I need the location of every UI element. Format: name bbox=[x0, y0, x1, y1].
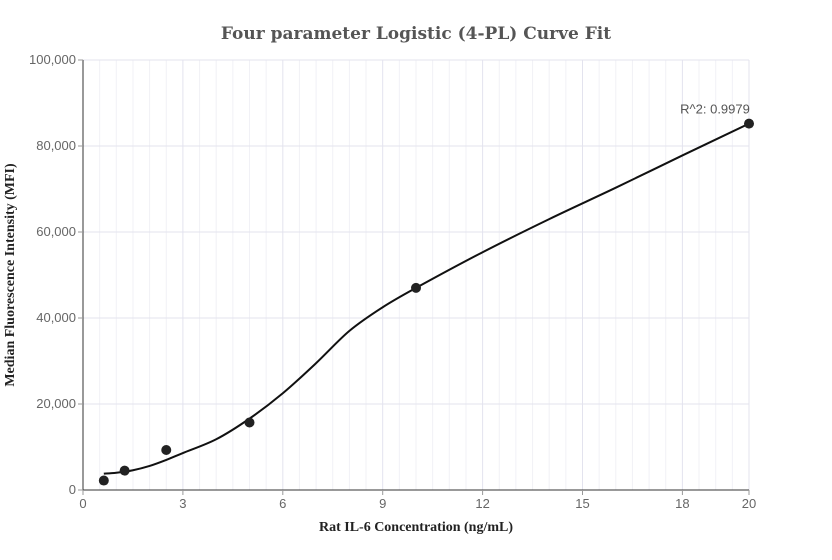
x-tick-label: 20 bbox=[742, 496, 756, 511]
x-tick-label: 3 bbox=[179, 496, 186, 511]
grid bbox=[83, 59, 750, 490]
x-tick-label: 6 bbox=[279, 496, 286, 511]
x-axis-title: Rat IL-6 Concentration (ng/mL) bbox=[319, 520, 513, 535]
y-tick-label: 80,000 bbox=[36, 138, 76, 153]
axes bbox=[82, 60, 749, 491]
y-tick-label: 20,000 bbox=[36, 396, 76, 411]
y-tick-label: 0 bbox=[69, 482, 76, 497]
x-tick-label: 0 bbox=[79, 496, 86, 511]
x-tick-label: 9 bbox=[379, 496, 386, 511]
y-tick-label: 40,000 bbox=[36, 310, 76, 325]
data-point bbox=[161, 445, 172, 456]
data-point bbox=[98, 475, 109, 486]
data-point bbox=[244, 417, 255, 428]
fit-curve bbox=[103, 122, 750, 475]
annotations: R^2: 0.9979 bbox=[680, 102, 750, 117]
chart-title: Four parameter Logistic (4-PL) Curve Fit bbox=[221, 24, 611, 44]
x-tick-label: 18 bbox=[675, 496, 689, 511]
data-point bbox=[119, 465, 130, 476]
series bbox=[98, 118, 754, 486]
r-squared-label: R^2: 0.9979 bbox=[680, 102, 750, 117]
ticks: 0 20,000 40,000 60,000 80,000 100,000 0 3 6 9 12 15… bbox=[29, 52, 756, 511]
y-tick-label: 60,000 bbox=[36, 224, 76, 239]
labels: Four parameter Logistic (4-PL) Curve Fit… bbox=[3, 24, 611, 535]
x-tick-label: 15 bbox=[575, 496, 589, 511]
x-tick-label: 12 bbox=[475, 496, 489, 511]
data-point bbox=[744, 118, 754, 129]
y-tick-label: 100,000 bbox=[29, 52, 76, 67]
y-axis-title: Median Fluorescence Intensity (MFI) bbox=[3, 163, 18, 387]
data-point bbox=[411, 282, 421, 293]
